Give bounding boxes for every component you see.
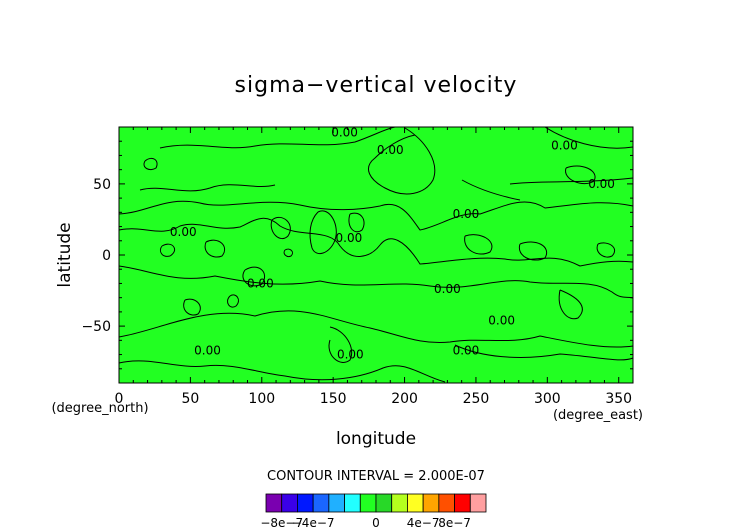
axes: 0 50 100 150 200 250 300 350 −50 0 50 (81, 126, 634, 407)
contour-line (204, 239, 226, 258)
contour-line (183, 298, 201, 316)
contour-label: 0.00 (453, 343, 480, 357)
contour-line (118, 200, 634, 231)
x-tick-label: 250 (463, 391, 490, 407)
colorbar-tick-label: 4e−7 (407, 516, 440, 530)
x-tick-label: 50 (181, 391, 199, 407)
contour-line (118, 360, 446, 383)
contour-line (596, 242, 616, 258)
colorbar-swatch (407, 493, 424, 513)
colorbar-swatch (375, 493, 393, 513)
contour-line (227, 294, 239, 308)
colorbar-swatch (454, 493, 471, 513)
colorbar-swatch (265, 493, 283, 513)
colorbar-swatch (359, 493, 377, 513)
contour-line (159, 243, 175, 257)
contour-label: 0.00 (488, 313, 515, 327)
contour-line (270, 216, 291, 240)
contour-label: 0.00 (377, 143, 404, 157)
x-tick-label: 300 (534, 391, 561, 407)
contour-line (367, 127, 436, 195)
x-tick-label: 100 (248, 391, 275, 407)
contour-labels: 0.00 0.00 0.00 0.00 0.00 0.00 0.00 0.00 0.00 0.00… (170, 126, 615, 362)
contour-line (565, 165, 596, 185)
contour-interval-text: CONTOUR INTERVAL = 2.000E-07 (267, 469, 485, 484)
colorbar-swatch (438, 493, 455, 513)
colorbar-swatch (469, 493, 487, 513)
contour-label: 0.00 (551, 138, 578, 152)
contour-line (159, 126, 396, 149)
x-tick-label: 350 (605, 391, 632, 407)
contour-line (348, 212, 365, 233)
colorbar-swatch (391, 493, 408, 513)
plot-area: 0.00 0.00 0.00 0.00 0.00 0.00 0.00 0.00 0.00 0.00… (118, 126, 634, 384)
contour-line (328, 326, 353, 363)
contour-label: 0.00 (194, 343, 221, 357)
x-tick-label: 200 (391, 391, 418, 407)
contour-line (283, 248, 293, 257)
y-tick-label: 50 (93, 177, 111, 193)
contour-line (518, 241, 548, 261)
colorbar-tick-label: 0 (372, 516, 380, 530)
x-unit-label: (degree_east) (553, 408, 643, 423)
contour-line (309, 210, 337, 255)
contour-line (118, 310, 634, 348)
colorbar-swatch (312, 493, 330, 513)
y-axis-label: latitude (55, 222, 75, 287)
contour-line (454, 344, 634, 361)
contour-label: 0.00 (453, 207, 480, 221)
colorbar-swatch (328, 493, 345, 513)
y-unit-label: (degree_north) (51, 401, 148, 416)
contour-line (464, 234, 493, 255)
contour-line (558, 289, 583, 320)
contour-label: 0.00 (337, 348, 364, 362)
colorbar-swatch (281, 493, 298, 513)
contour-label: 0.00 (331, 126, 358, 140)
contour-label: 0.00 (170, 225, 197, 239)
contour-label: 0.00 (336, 231, 363, 245)
contour-label: 0.00 (434, 282, 461, 296)
y-tick-label: −50 (81, 319, 111, 335)
contour-line (118, 265, 634, 299)
contour-line (461, 179, 521, 201)
colorbar: −8e−7−4e−7 0 4e−78e−7 (260, 493, 487, 530)
colorbar-tick-label: −8e−7 (260, 516, 303, 530)
x-tick-label: 150 (320, 391, 347, 407)
colorbar-tick-label: 8e−7 (438, 516, 471, 530)
field-background (119, 127, 633, 383)
contour-line (143, 157, 158, 171)
y-tick-label: 0 (102, 248, 111, 264)
contour-label: 0.00 (588, 177, 615, 191)
colorbar-tick-label: −4e−7 (292, 516, 335, 530)
contour-line (242, 266, 266, 287)
x-axis-label: longitude (336, 429, 416, 449)
chart-title: sigma−vertical velocity (235, 73, 518, 98)
contour-line (139, 184, 276, 192)
contour-lines (118, 126, 634, 383)
contour-line (544, 126, 634, 149)
contour-line (509, 177, 634, 185)
colorbar-swatch (344, 493, 361, 513)
contour-label: 0.00 (247, 276, 274, 290)
colorbar-swatch (422, 493, 440, 513)
x-tick-label: 0 (115, 391, 124, 407)
contour-line (118, 217, 634, 267)
colorbar-swatch (297, 493, 314, 513)
